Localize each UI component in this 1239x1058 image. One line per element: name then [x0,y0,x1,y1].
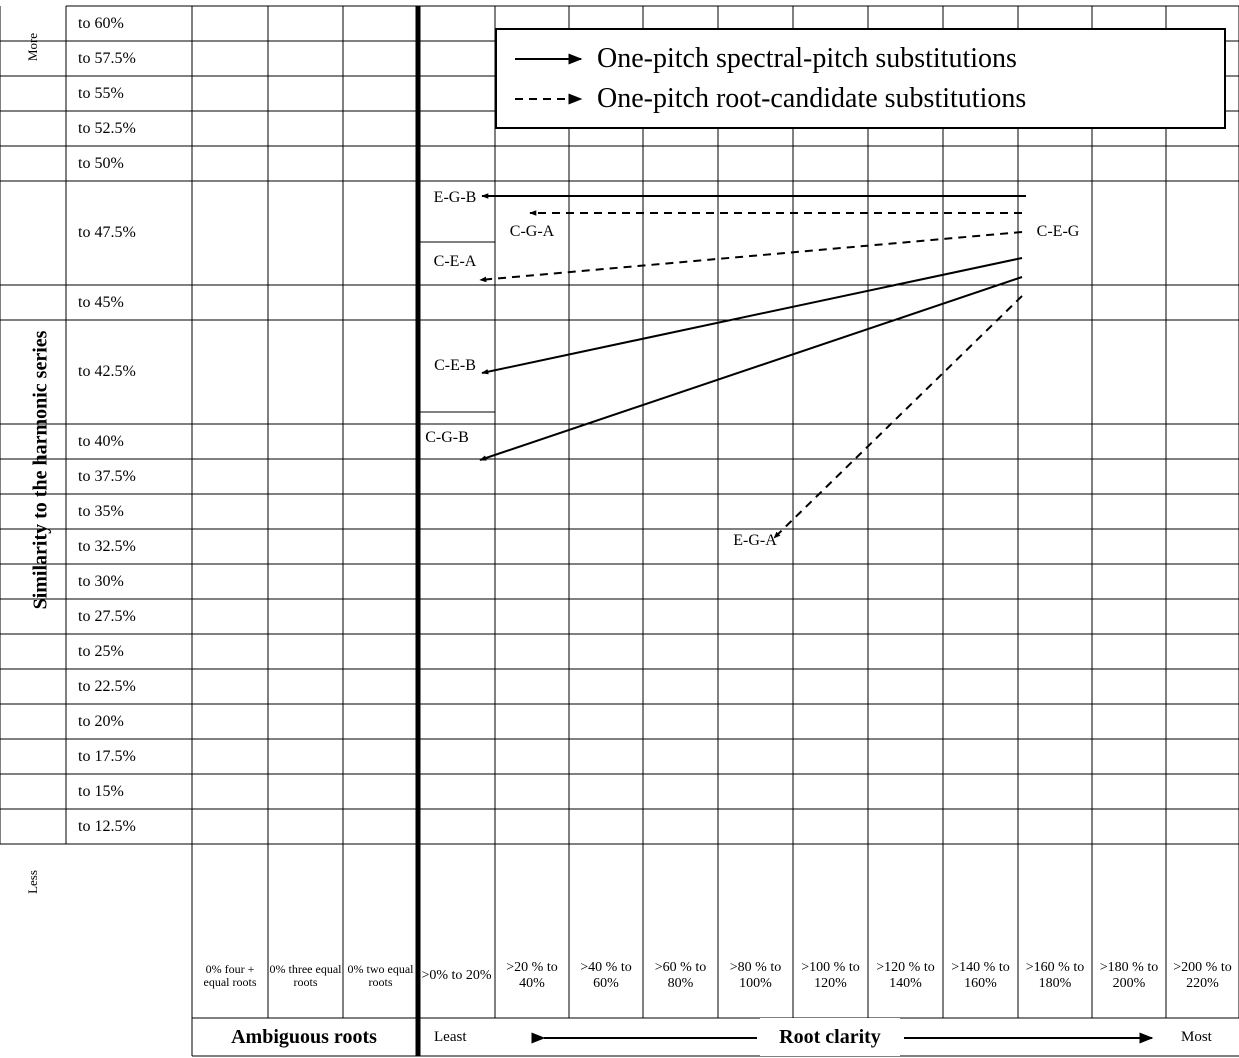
row-label: to 22.5% [78,678,136,695]
clarity-column-label: >120 % to 140% [876,959,935,991]
row-label: to 12.5% [78,818,136,835]
clarity-column-label: >80 % to 100% [729,959,782,991]
row-label: to 42.5% [78,363,136,380]
row-label: to 60% [78,15,124,32]
clarity-column-label: >180 % to 200% [1099,959,1159,991]
clarity-column-label: >60 % to 80% [654,959,707,991]
row-label: to 35% [78,503,124,520]
row-label: to 57.5% [78,50,136,67]
row-label: to 15% [78,783,124,800]
row-label: to 40% [78,433,124,450]
legend: One-pitch spectral-pitch substitutions O… [495,28,1226,129]
chord-cga: C-G-A [509,223,555,240]
side-label-more: More [25,32,40,62]
legend-dashed: One-pitch root-candidate substitutions [497,80,1026,118]
least-label: Least [434,1029,467,1045]
row-label: to 52.5% [78,120,136,137]
side-label-less: Less [25,870,40,894]
chord-ceg: C-E-G [1036,223,1080,240]
row-label: to 20% [78,713,124,730]
most-label: Most [1181,1029,1212,1045]
arrow-ceg-to-cgb [479,276,1023,461]
row-label: to 45% [78,294,124,311]
ambiguous-column-label: 0% three equal roots [269,962,342,989]
row-label: to 55% [78,85,124,102]
legend-solid-label: One-pitch spectral-pitch substitutions [597,43,1017,74]
clarity-column-label: >0% to 20% [421,967,492,983]
arrow-ceg-to-ega [773,295,1023,539]
chord-egb: E-G-B [433,189,477,206]
ambiguous-column-label: 0% four + equal roots [203,962,257,989]
clarity-column-label: >140 % to 160% [951,959,1010,991]
row-label: to 25% [78,643,124,660]
solid-arrow-icon [515,53,583,65]
root-clarity-label: Root clarity [760,1018,900,1056]
row-label: to 17.5% [78,748,136,765]
chord-cea: C-E-A [433,253,477,270]
chord-cgb: C-G-B [425,429,469,446]
row-label: to 32.5% [78,538,136,555]
clarity-column-label: >20 % to 40% [506,959,558,991]
legend-solid: One-pitch spectral-pitch substitutions [497,40,1017,78]
row-label: to 50% [78,155,124,172]
arrow-ceg-to-cea [479,231,1023,283]
y-axis-title: Similarity to the harmonic series [29,330,52,610]
ambiguous-roots-label: Ambiguous roots [231,1026,377,1048]
chord-ega: E-G-A [733,532,777,549]
legend-dashed-label: One-pitch root-candidate substitutions [597,83,1027,114]
ambiguous-column-label: 0% two equal roots [347,962,414,989]
row-label: to 30% [78,573,124,590]
row-label: to 37.5% [78,468,136,485]
clarity-column-label: >200 % to 220% [1173,959,1232,991]
row-label: to 27.5% [78,608,136,625]
clarity-column-label: >100 % to 120% [801,959,860,991]
chord-ceb: C-E-B [434,357,476,374]
dashed-arrow-icon [515,93,583,105]
clarity-column-label: >40 % to 60% [580,959,632,991]
row-label: to 47.5% [78,224,136,241]
arrow-ceg-to-ceb [481,257,1023,375]
clarity-column-label: >160 % to 180% [1025,959,1085,991]
